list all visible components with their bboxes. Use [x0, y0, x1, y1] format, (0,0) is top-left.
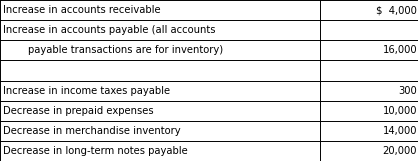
Text: 10,000: 10,000 — [382, 106, 417, 116]
Text: Increase in accounts receivable: Increase in accounts receivable — [3, 5, 161, 15]
Text: 20,000: 20,000 — [382, 146, 417, 156]
Text: Increase in income taxes payable: Increase in income taxes payable — [3, 85, 171, 96]
Text: Decrease in merchandise inventory: Decrease in merchandise inventory — [3, 126, 181, 136]
Text: Increase in accounts payable (all accounts: Increase in accounts payable (all accoun… — [3, 25, 216, 35]
Text: 14,000: 14,000 — [382, 126, 417, 136]
Text: 16,000: 16,000 — [382, 45, 417, 55]
Text: payable transactions are for inventory): payable transactions are for inventory) — [3, 45, 224, 55]
Text: 300: 300 — [398, 85, 417, 96]
Text: Decrease in prepaid expenses: Decrease in prepaid expenses — [3, 106, 154, 116]
Text: $  4,000: $ 4,000 — [376, 5, 417, 15]
Text: Decrease in long-term notes payable: Decrease in long-term notes payable — [3, 146, 188, 156]
